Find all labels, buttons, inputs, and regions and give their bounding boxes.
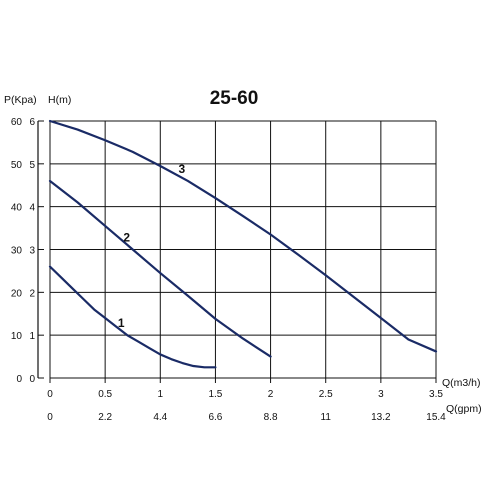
x-tick-label-gpm: 8.8: [264, 412, 278, 423]
axis-ticks: 0 010 120 230 340 450 560 6000.52.214.41.56.628…: [11, 117, 446, 423]
curve-label-2: 2: [123, 231, 130, 245]
pressure-tick-label: 30: [11, 246, 23, 257]
pressure-tick-label: 0: [16, 374, 22, 385]
head-axis-label: H(m): [48, 94, 71, 106]
curve-1: [48, 265, 217, 369]
chart-title: 25-60: [210, 88, 259, 109]
x-tick-label-m3h: 1: [158, 389, 164, 400]
pressure-tick-label: 60: [11, 117, 23, 128]
head-tick-label: 1: [29, 331, 35, 342]
curve-2: [48, 179, 272, 358]
x-axis-label-m3h: Q(m3/h): [442, 377, 481, 389]
head-tick-label: 6: [29, 117, 35, 128]
curve-label-3: 3: [179, 162, 186, 176]
pressure-tick-label: 20: [11, 288, 23, 299]
head-tick-label: 3: [29, 246, 35, 257]
curve-label-1: 1: [118, 316, 125, 330]
head-tick-label: 2: [29, 288, 35, 299]
curve-3: [48, 119, 438, 353]
pressure-tick-label: 40: [11, 203, 23, 214]
x-tick-label-gpm: 6.6: [208, 412, 222, 423]
performance-curves: 1 2 3: [48, 119, 438, 369]
x-tick-label-m3h: 0: [47, 389, 53, 400]
x-tick-label-gpm: 15.4: [426, 412, 446, 423]
x-tick-label-m3h: 2.5: [319, 389, 333, 400]
head-tick-label: 4: [29, 203, 35, 214]
x-axis-label-gpm: Q(gpm): [446, 403, 482, 415]
pressure-tick-label: 50: [11, 160, 23, 171]
x-tick-label-gpm: 0: [47, 412, 53, 423]
head-tick-label: 5: [29, 160, 35, 171]
pressure-tick-label: 10: [11, 331, 23, 342]
x-tick-label-m3h: 1.5: [208, 389, 222, 400]
x-tick-label-gpm: 11: [321, 412, 332, 423]
x-tick-label-gpm: 2.2: [98, 412, 112, 423]
head-tick-label: 0: [29, 374, 35, 385]
x-tick-label-m3h: 3: [378, 389, 384, 400]
x-tick-label-gpm: 4.4: [153, 412, 167, 423]
pressure-axis-label: P(Kpa): [4, 94, 37, 106]
plot-grid: [37, 120, 437, 383]
x-tick-label-m3h: 0.5: [98, 389, 112, 400]
x-tick-label-m3h: 2: [268, 389, 274, 400]
x-tick-label-gpm: 13.2: [371, 412, 391, 423]
x-tick-label-m3h: 3.5: [429, 389, 443, 400]
